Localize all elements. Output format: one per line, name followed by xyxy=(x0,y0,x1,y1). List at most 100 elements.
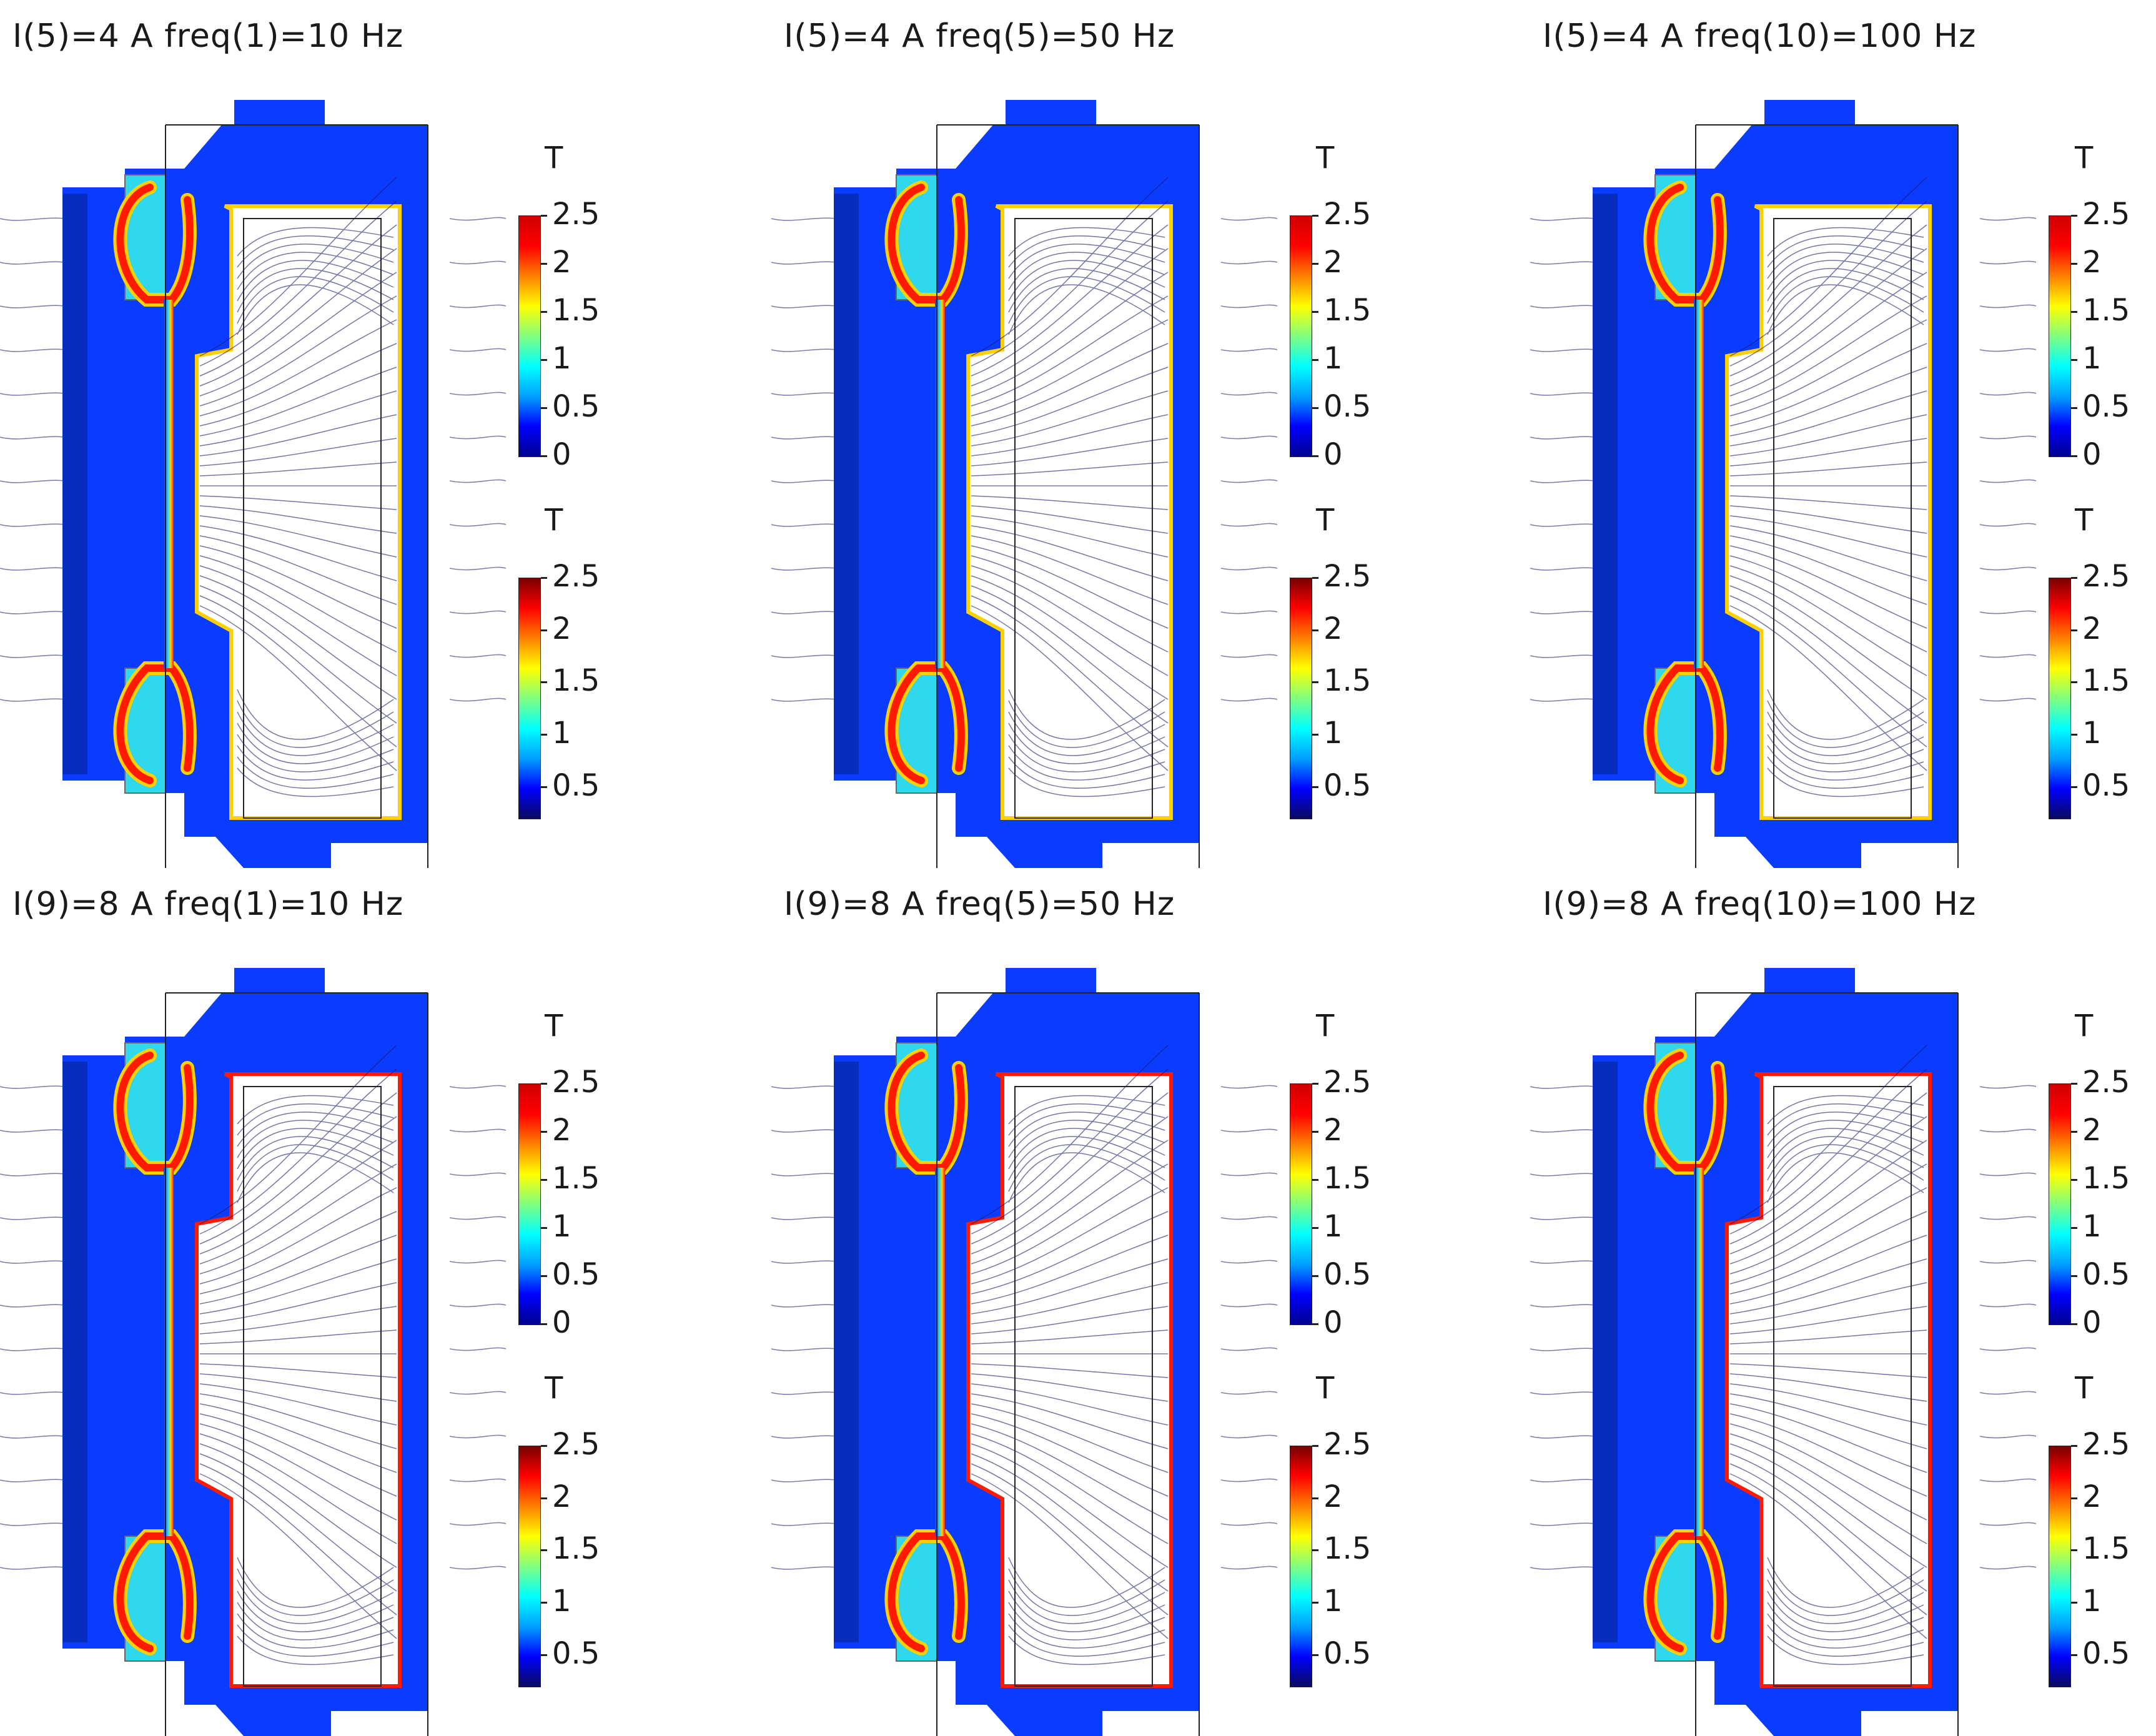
colorbar-unit-upper: T xyxy=(2075,1009,2094,1043)
simulation-panel: I(9)=8 A freq(5)=50 Hz T 2.5 2 1.5 1 0.5 0 T 2.5 2… xyxy=(771,868,1490,1736)
colorbar-tick-mark xyxy=(541,1275,547,1277)
saturation-zones xyxy=(1643,1048,1727,1655)
colorbar-tick-mark xyxy=(2071,1549,2077,1552)
colorbar-lower xyxy=(1290,578,1312,819)
colorbar-tick-mark xyxy=(541,1227,547,1229)
colorbar-tick-mark xyxy=(1312,311,1318,313)
colorbar-tick-label: 1.5 xyxy=(2082,1161,2130,1196)
colorbar-unit-lower: T xyxy=(545,1371,563,1406)
colorbar-tick-label: 0.5 xyxy=(2082,1635,2130,1671)
colorbar-tick-mark xyxy=(2071,359,2077,361)
colorbar-tick-mark xyxy=(541,1131,547,1133)
colorbar-lower xyxy=(518,578,541,819)
colorbar-tick-label: 1.5 xyxy=(1323,1531,1372,1567)
colorbar-tick-mark xyxy=(2071,1083,2077,1085)
simulation-panel: I(5)=4 A freq(10)=100 Hz T 2.5 2 1.5 1 0.5 0 T 2.… xyxy=(1530,0,2156,868)
panel-title: I(5)=4 A freq(10)=100 Hz xyxy=(1543,17,1977,55)
colorbar-tick-label: 2.5 xyxy=(2082,559,2130,594)
colorbar-tick-label: 1 xyxy=(2082,341,2102,376)
colorbar-upper xyxy=(1290,1083,1312,1325)
colorbar-tick-mark xyxy=(2071,1654,2077,1656)
colorbar-tick-label: 1.5 xyxy=(1323,293,1372,328)
colorbar-tick-mark xyxy=(1312,215,1318,217)
colorbar-unit-lower: T xyxy=(1316,503,1335,538)
colorbar-tick-mark xyxy=(541,577,547,579)
colorbar-tick-label: 0 xyxy=(552,437,571,472)
colorbar-tick-mark xyxy=(541,734,547,736)
colorbar-tick-mark xyxy=(541,1497,547,1499)
colorbar-tick-mark xyxy=(2071,1275,2077,1277)
colorbar-tick-label: 2 xyxy=(1323,245,1343,280)
colorbar-tick-mark xyxy=(541,455,547,457)
colorbar-tick-mark xyxy=(541,311,547,313)
colorbar-tick-label: 0.5 xyxy=(2082,389,2130,424)
colorbar-tick-mark xyxy=(2071,1179,2077,1181)
field-plot xyxy=(1530,100,2036,868)
simulation-panel: I(5)=4 A freq(1)=10 Hz T 2.5 2 1.5 1 0.5 0 T 2.5 2… xyxy=(0,0,718,868)
colorbar-tick-mark xyxy=(1312,1083,1318,1085)
colorbar-tick-mark xyxy=(1312,1549,1318,1552)
colorbar-unit-upper: T xyxy=(2075,141,2094,175)
colorbar-tick-label: 0 xyxy=(1323,437,1343,472)
colorbar-tick-label: 1 xyxy=(1323,1209,1343,1244)
colorbar-tick-label: 0 xyxy=(552,1305,571,1340)
colorbar-tick-mark xyxy=(541,1083,547,1085)
panel-title: I(5)=4 A freq(5)=50 Hz xyxy=(784,17,1175,55)
colorbar-tick-label: 1.5 xyxy=(2082,1531,2130,1567)
colorbar-tick-label: 2 xyxy=(1323,1479,1343,1514)
colorbar-tick-mark xyxy=(2071,215,2077,217)
colorbar-tick-mark xyxy=(541,407,547,409)
colorbar-tick-label: 0.5 xyxy=(2082,1257,2130,1292)
geometry-outlines xyxy=(165,124,428,868)
colorbar-tick-label: 0 xyxy=(2082,1305,2102,1340)
colorbar-tick-label: 1 xyxy=(552,341,571,376)
colorbar-tick-mark xyxy=(1312,577,1318,579)
colorbar-unit-lower: T xyxy=(2075,1371,2094,1406)
colorbar-unit-upper: T xyxy=(1316,141,1335,175)
colorbar-tick-mark xyxy=(1312,1131,1318,1133)
colorbar-upper xyxy=(518,215,541,457)
field-plot xyxy=(771,968,1277,1736)
colorbar-tick-mark xyxy=(541,263,547,265)
colorbar-tick-label: 2.5 xyxy=(1323,559,1372,594)
colorbar-tick-mark xyxy=(2071,263,2077,265)
colorbar-tick-label: 1 xyxy=(1323,716,1343,751)
colorbar-tick-label: 0.5 xyxy=(1323,1635,1372,1671)
colorbar-tick-label: 2 xyxy=(1323,1113,1343,1148)
colorbar-tick-mark xyxy=(1312,1275,1318,1277)
saturation-zones xyxy=(884,180,968,787)
colorbar-unit-upper: T xyxy=(1316,1009,1335,1043)
colorbar-tick-label: 0.5 xyxy=(552,389,600,424)
colorbar-tick-label: 0.5 xyxy=(552,1635,600,1671)
core-window xyxy=(195,204,402,820)
colorbar-upper xyxy=(1290,215,1312,457)
colorbar-tick-mark xyxy=(1312,1227,1318,1229)
panel-title: I(9)=8 A freq(1)=10 Hz xyxy=(12,885,404,923)
saturation-zones xyxy=(113,1048,197,1655)
colorbar-tick-mark xyxy=(2071,1227,2077,1229)
colorbar-tick-label: 1.5 xyxy=(1323,1161,1372,1196)
colorbar-tick-label: 2 xyxy=(552,1113,571,1148)
colorbar-tick-mark xyxy=(541,629,547,631)
colorbar-unit-upper: T xyxy=(545,1009,563,1043)
geometry-outlines xyxy=(1695,992,1959,1736)
geometry-outlines xyxy=(936,124,1200,868)
colorbar-unit-lower: T xyxy=(2075,503,2094,538)
colorbar-tick-label: 2.5 xyxy=(2082,1427,2130,1462)
colorbar-tick-label: 2 xyxy=(2082,1113,2102,1148)
colorbar-unit-lower: T xyxy=(1316,1371,1335,1406)
colorbar-tick-label: 2 xyxy=(2082,1479,2102,1514)
colorbar-tick-label: 1.5 xyxy=(552,1531,600,1567)
colorbar-tick-label: 2 xyxy=(1323,611,1343,646)
saturation-zones xyxy=(1643,180,1727,787)
colorbar-tick-mark xyxy=(2071,786,2077,788)
colorbar-tick-mark xyxy=(541,359,547,361)
colorbar-lower xyxy=(2049,1446,2071,1687)
colorbar-tick-mark xyxy=(1312,1497,1318,1499)
colorbar-tick-mark xyxy=(1312,629,1318,631)
colorbar-tick-label: 1.5 xyxy=(2082,293,2130,328)
colorbar-tick-mark xyxy=(541,1549,547,1552)
colorbar-tick-mark xyxy=(1312,263,1318,265)
colorbar-tick-label: 1.5 xyxy=(1323,663,1372,699)
colorbar-tick-label: 0.5 xyxy=(2082,767,2130,803)
